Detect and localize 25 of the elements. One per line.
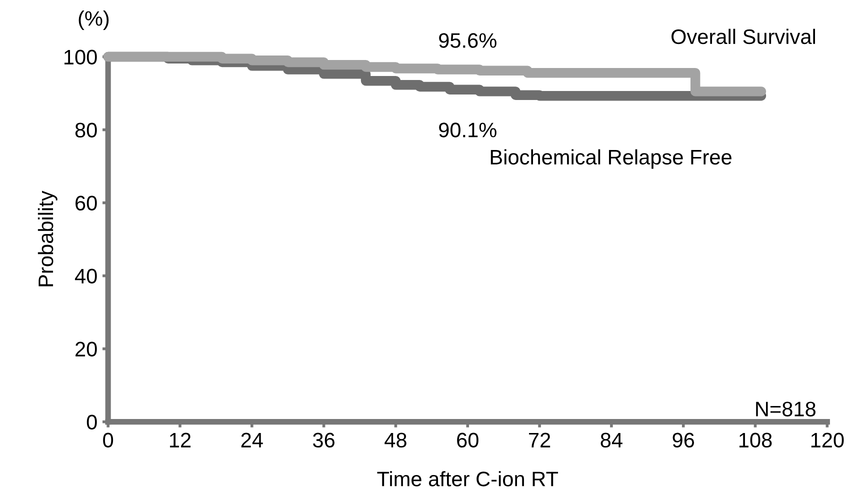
- x-axis-title: Time after C-ion RT: [377, 471, 558, 486]
- x-tick-label: 60: [457, 432, 478, 448]
- y-tick-label: 80: [75, 122, 97, 138]
- y-tick-label: 20: [76, 342, 97, 357]
- x-tick-label: 12: [170, 432, 191, 448]
- annotation: 95.6%: [439, 33, 496, 48]
- x-tick-label: 24: [241, 432, 263, 448]
- series-label: Overall Survival: [672, 28, 815, 44]
- x-tick-label: 96: [672, 432, 694, 448]
- x-tick-label: 108: [739, 432, 772, 448]
- annotation: 90.1%: [439, 122, 496, 138]
- y-tick-label: 0: [86, 414, 97, 430]
- x-tick-label: 72: [529, 432, 550, 448]
- y-tick-label: 100: [64, 50, 97, 65]
- x-tick-label: 36: [313, 432, 334, 448]
- y-tick-label: 60: [76, 196, 97, 211]
- text: (%): [78, 10, 109, 30]
- y-axis-title: Probability: [38, 190, 58, 286]
- y-tick-label: 40: [74, 268, 97, 284]
- text: Biochemical Relapse Free: [490, 149, 732, 169]
- x-tick-label: 84: [600, 432, 622, 448]
- x-tick-label: 48: [384, 432, 406, 448]
- x-tick-label: 120: [811, 432, 844, 448]
- x-tick-label: 0: [103, 432, 114, 448]
- annotation: N=818: [756, 402, 816, 416]
